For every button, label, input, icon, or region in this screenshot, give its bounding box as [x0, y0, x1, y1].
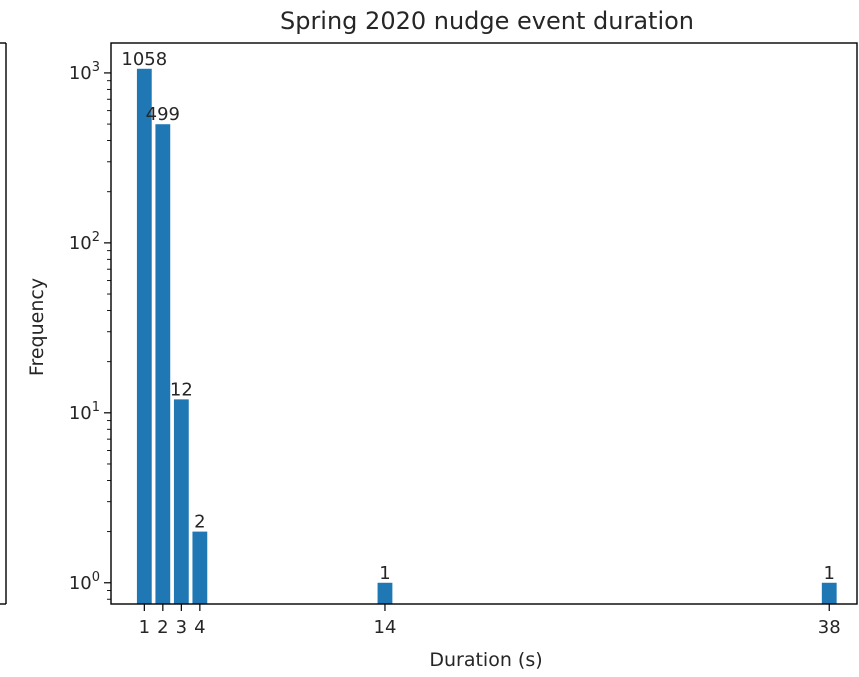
bars: 1058 499 12 2 1 1 [121, 49, 837, 605]
y-tick-label: 102 [69, 230, 100, 254]
x-tick-label: 14 [374, 617, 397, 638]
x-tick-label: 4 [194, 617, 205, 638]
bar [377, 582, 393, 604]
bar [155, 124, 171, 605]
x-axis-label: Duration (s) [429, 649, 542, 671]
bar-value-label: 2 [194, 512, 205, 533]
y-tick-label: 101 [69, 400, 100, 424]
y-tick-label: 103 [69, 60, 100, 84]
bar-value-label: 12 [170, 379, 193, 400]
bar [821, 582, 837, 604]
bar-value-label: 1058 [121, 49, 167, 70]
x-tick-label: 38 [818, 617, 841, 638]
y-axis-label: Frequency [26, 278, 48, 376]
chart-title: Spring 2020 nudge event duration [280, 7, 694, 35]
x-tick-label: 1 [139, 617, 150, 638]
x-tick-label: 3 [176, 617, 187, 638]
y-tick-label: 100 [69, 570, 100, 594]
bar [173, 399, 189, 604]
bar-value-label: 1 [379, 563, 390, 584]
x-tick-label: 2 [157, 617, 168, 638]
bar [136, 68, 152, 605]
bar-value-label: 499 [146, 104, 180, 125]
bar [192, 531, 208, 604]
plot-frame [110, 42, 858, 605]
bar-value-label: 1 [824, 563, 835, 584]
